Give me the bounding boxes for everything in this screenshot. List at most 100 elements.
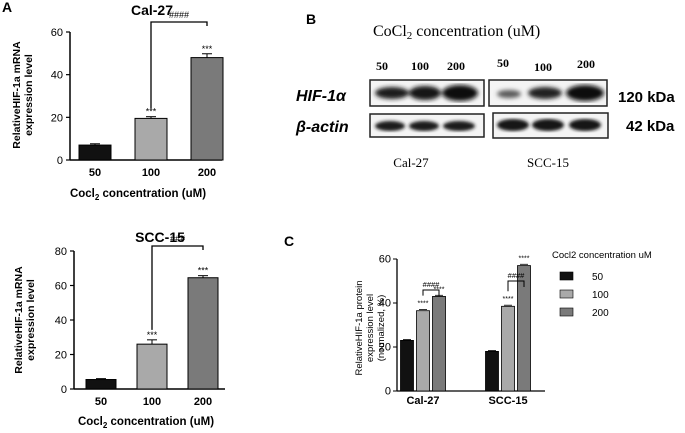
x-tick-label: 200 xyxy=(194,396,212,408)
legend-label: 200 xyxy=(592,308,609,319)
chart-cal27: Cal-27 0 20 40 60 50 100 *** 200 *** #### Relativ… xyxy=(11,2,224,202)
chart-scc15: SCC-15 0 20 40 60 80 50 100 *** 200 *** ### Relati… xyxy=(13,229,225,430)
bar-SCC-15-200 xyxy=(517,265,531,392)
blot-cell-label: SCC-15 xyxy=(527,155,569,170)
chart-scc15-xlabel: Cocl2 concentration (uM) xyxy=(78,416,214,430)
bar-200 xyxy=(187,277,219,390)
chart-protein: 0204060********####Cal-27********####SCC… xyxy=(354,250,652,407)
blot-kda-hif1a: 120 kDa xyxy=(618,89,675,106)
significance-bracket xyxy=(150,21,208,109)
blot-band xyxy=(566,85,604,101)
y-tick-label: 0 xyxy=(57,155,63,167)
chart-scc15-ylabel-line2: expression level xyxy=(25,279,37,361)
bar-200 xyxy=(190,57,224,161)
blot-band xyxy=(497,119,529,131)
significance-label: **** xyxy=(418,301,429,308)
y-tick-label: 20 xyxy=(51,112,63,124)
legend: 50 100 200 xyxy=(559,271,609,319)
blot-band xyxy=(442,85,478,101)
chart-scc15-title: SCC-15 xyxy=(135,229,185,245)
x-tick-label: 50 xyxy=(95,396,107,408)
lane-label: 50 xyxy=(497,56,509,70)
lane-label: 200 xyxy=(577,57,595,71)
bracket-label: #### xyxy=(423,280,441,289)
blot-row-label-beta-actin: β-actin xyxy=(295,119,349,136)
blot-band xyxy=(375,121,405,131)
bar-50 xyxy=(85,379,117,390)
blot-kda-beta-actin: 42 kDa xyxy=(626,118,675,135)
panel-label-b: B xyxy=(306,11,316,27)
blot-band xyxy=(497,90,521,98)
panel-label-a: A xyxy=(2,0,12,15)
bracket-label: #### xyxy=(169,10,189,20)
lane-label: 100 xyxy=(411,59,429,73)
bracket-label: #### xyxy=(508,271,526,280)
blot-band xyxy=(532,119,564,131)
y-tick-label: 80 xyxy=(55,246,67,258)
chart-protein-ylabel-line1: RelativeHIF-1a protein xyxy=(354,280,365,375)
x-tick-label: 200 xyxy=(198,167,216,179)
legend-swatch xyxy=(559,271,574,281)
y-tick-label: 0 xyxy=(61,384,67,396)
blot-title: CoCl2 concentration (uM) xyxy=(373,23,540,42)
chart-scc15-ylabel-line1: RelativeHIF-1a mRNA xyxy=(13,266,25,374)
legend-title: Cocl2 concentration uM xyxy=(552,250,652,261)
x-tick-label: Cal-27 xyxy=(406,395,439,407)
y-tick-label: 0 xyxy=(385,386,391,398)
significance-label: *** xyxy=(202,44,213,54)
significance-label: **** xyxy=(503,296,514,303)
significance-label: **** xyxy=(519,255,530,262)
significance-label: *** xyxy=(198,266,209,276)
y-tick-label: 60 xyxy=(55,281,67,293)
blot-band xyxy=(409,121,439,131)
blot-band xyxy=(528,87,562,99)
bar-SCC-15-50 xyxy=(485,350,499,392)
x-tick-label: 50 xyxy=(89,167,101,179)
bar-SCC-15-100 xyxy=(501,305,515,392)
panel-label-c: C xyxy=(284,233,294,249)
bar-Cal-27-200 xyxy=(432,295,446,392)
y-tick-label: 20 xyxy=(379,342,391,354)
chart-cal27-xlabel: Cocl2 concentration (uM) xyxy=(70,188,206,202)
chart-cal27-ylabel-line1: RelativeHIF-1a mRNA xyxy=(11,41,23,149)
blot-cell-label: Cal-27 xyxy=(393,155,429,170)
legend-swatch xyxy=(559,307,574,317)
bar-100 xyxy=(134,117,168,161)
significance-label: *** xyxy=(147,330,158,340)
bar-Cal-27-100 xyxy=(416,310,430,392)
western-blot: CoCl2 concentration (uM) 50 100 200 50 1… xyxy=(295,23,675,170)
y-tick-label: 40 xyxy=(51,70,63,82)
legend-label: 50 xyxy=(592,272,604,283)
x-tick-label: SCC-15 xyxy=(488,395,527,407)
blot-band xyxy=(375,87,409,99)
chart-protein-ylabel-line3: (normalized, %) xyxy=(376,295,387,362)
significance-bracket xyxy=(507,280,525,292)
lane-label: 50 xyxy=(376,59,388,73)
blot-band xyxy=(569,119,601,131)
y-tick-label: 60 xyxy=(379,254,391,266)
legend-label: 100 xyxy=(592,290,609,301)
blot-row-label-hif1a: HIF-1α xyxy=(296,88,347,105)
chart-cal27-title: Cal-27 xyxy=(131,2,173,18)
x-tick-label: 100 xyxy=(142,167,160,179)
legend-swatch xyxy=(559,289,574,299)
lane-label: 200 xyxy=(447,59,465,73)
bar-50 xyxy=(78,144,112,161)
y-tick-label: 40 xyxy=(379,298,391,310)
bar-Cal-27-50 xyxy=(400,339,414,392)
significance-bracket xyxy=(151,245,204,330)
bracket-label: ### xyxy=(170,234,185,244)
chart-protein-ylabel-line2: expression level xyxy=(365,294,376,362)
bar-100 xyxy=(136,343,168,390)
y-tick-label: 40 xyxy=(55,315,67,327)
x-tick-label: 100 xyxy=(143,396,161,408)
lane-label: 100 xyxy=(534,60,552,74)
y-tick-label: 60 xyxy=(51,27,63,39)
y-tick-label: 20 xyxy=(55,350,67,362)
blot-band xyxy=(443,121,475,131)
significance-bracket xyxy=(422,289,440,296)
chart-cal27-ylabel-line2: expression level xyxy=(23,54,35,136)
blot-band xyxy=(409,86,441,100)
significance-label: *** xyxy=(146,107,157,117)
